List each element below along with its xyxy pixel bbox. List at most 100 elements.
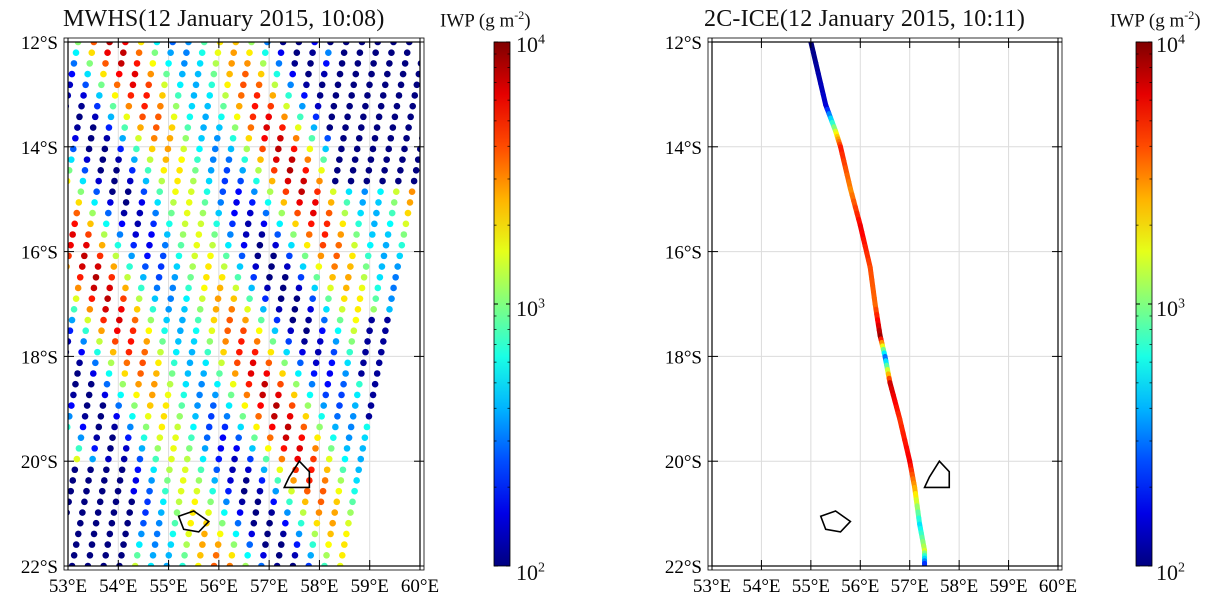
swath-point bbox=[250, 273, 258, 281]
x-tick-label: 53°E bbox=[693, 576, 731, 597]
swath-point bbox=[388, 49, 395, 56]
swath-point bbox=[79, 177, 87, 185]
swath-point bbox=[181, 220, 189, 228]
swath-point bbox=[227, 145, 235, 153]
y-tick-label: 18°S bbox=[665, 347, 702, 368]
swath-point bbox=[336, 402, 343, 409]
swath-point bbox=[262, 209, 270, 217]
swath-point bbox=[130, 241, 137, 249]
swath-point bbox=[185, 284, 192, 292]
swath-point bbox=[217, 445, 225, 452]
swath-point bbox=[192, 327, 200, 335]
swath-point bbox=[215, 209, 223, 217]
swath-point bbox=[266, 273, 273, 281]
swath-point bbox=[292, 134, 300, 142]
swath-point bbox=[186, 445, 193, 452]
swath-point bbox=[347, 509, 354, 516]
swath-point bbox=[170, 113, 178, 121]
swath-point bbox=[283, 102, 290, 110]
swath-point bbox=[183, 455, 191, 463]
swath-point bbox=[310, 209, 317, 217]
x-tick-label: 60°E bbox=[1039, 576, 1077, 597]
swath-point bbox=[133, 145, 140, 153]
swath-point bbox=[157, 263, 165, 270]
swath-point bbox=[275, 60, 283, 67]
swath-point bbox=[275, 306, 283, 313]
swath-point bbox=[159, 252, 167, 260]
mwhs-map-plot: 12°S 14°S 16°S 18°S 20°S 22°S53°E 54°E 55°E 56°E… bbox=[21, 33, 511, 597]
swath-point bbox=[235, 434, 242, 441]
swath-point bbox=[189, 263, 196, 270]
swath-point bbox=[336, 156, 343, 163]
swath-point bbox=[380, 338, 387, 345]
swath-point bbox=[330, 434, 337, 441]
swath-point bbox=[312, 199, 319, 206]
swath-point bbox=[345, 434, 353, 441]
colorbar-tick-mid: 103 bbox=[1156, 296, 1185, 321]
swath-point bbox=[89, 370, 97, 377]
swath-point bbox=[200, 124, 207, 131]
swath-point bbox=[350, 327, 358, 335]
swath-point bbox=[307, 220, 315, 228]
swath-point bbox=[245, 466, 252, 474]
swath-point bbox=[256, 241, 264, 249]
swath-point bbox=[212, 391, 219, 399]
x-tick-label: 55°E bbox=[792, 576, 830, 597]
swath-point bbox=[98, 487, 106, 495]
swath-point bbox=[236, 509, 244, 516]
swath-point bbox=[411, 92, 419, 99]
swath-point bbox=[277, 380, 284, 388]
swath-point bbox=[388, 295, 395, 302]
swath-point bbox=[292, 380, 300, 388]
swath-point bbox=[223, 412, 231, 420]
swath-point bbox=[170, 445, 177, 452]
swath-point bbox=[391, 113, 399, 121]
swath-point bbox=[267, 102, 275, 110]
swath-point bbox=[94, 509, 102, 516]
swath-point bbox=[192, 81, 200, 89]
swath-point bbox=[305, 562, 312, 566]
swath-point bbox=[74, 284, 82, 292]
swath-point bbox=[70, 306, 78, 313]
swath-point bbox=[363, 177, 371, 185]
swath-point bbox=[68, 241, 74, 249]
plot-frame bbox=[711, 41, 1059, 567]
swath-point bbox=[230, 49, 238, 56]
swath-point bbox=[280, 199, 288, 206]
swath-point bbox=[153, 530, 161, 538]
swath-point bbox=[169, 530, 177, 538]
swath-point bbox=[166, 466, 173, 474]
swath-point bbox=[290, 477, 297, 484]
swath-point bbox=[297, 273, 305, 281]
swath-point bbox=[134, 466, 142, 474]
swath-point bbox=[131, 316, 139, 324]
swath-point bbox=[299, 102, 306, 110]
swath-point bbox=[387, 134, 395, 142]
swath-point bbox=[253, 92, 261, 99]
swath-point bbox=[179, 231, 187, 238]
swath-point bbox=[312, 359, 320, 367]
swath-point bbox=[262, 541, 269, 548]
swath-point bbox=[417, 60, 420, 67]
swath-point bbox=[331, 177, 339, 185]
swath-point bbox=[141, 348, 149, 356]
y-tick-label: 16°S bbox=[21, 243, 58, 264]
swath-point bbox=[396, 252, 404, 260]
swath-point bbox=[271, 81, 279, 89]
swath-point bbox=[257, 402, 264, 409]
swath-point bbox=[343, 530, 350, 538]
swath-point bbox=[398, 241, 406, 249]
swath-point bbox=[148, 391, 156, 399]
swath-point bbox=[239, 412, 247, 420]
swath-point bbox=[153, 284, 161, 292]
swath-point bbox=[313, 519, 321, 527]
swath-point bbox=[77, 519, 84, 527]
swath-point bbox=[341, 541, 348, 548]
swath-point bbox=[233, 113, 241, 121]
swath-point bbox=[246, 49, 253, 56]
swath-point bbox=[336, 70, 344, 78]
swath-point bbox=[251, 348, 259, 356]
swath-point bbox=[73, 455, 81, 463]
swath-point bbox=[338, 391, 345, 399]
swath-point bbox=[104, 295, 111, 302]
